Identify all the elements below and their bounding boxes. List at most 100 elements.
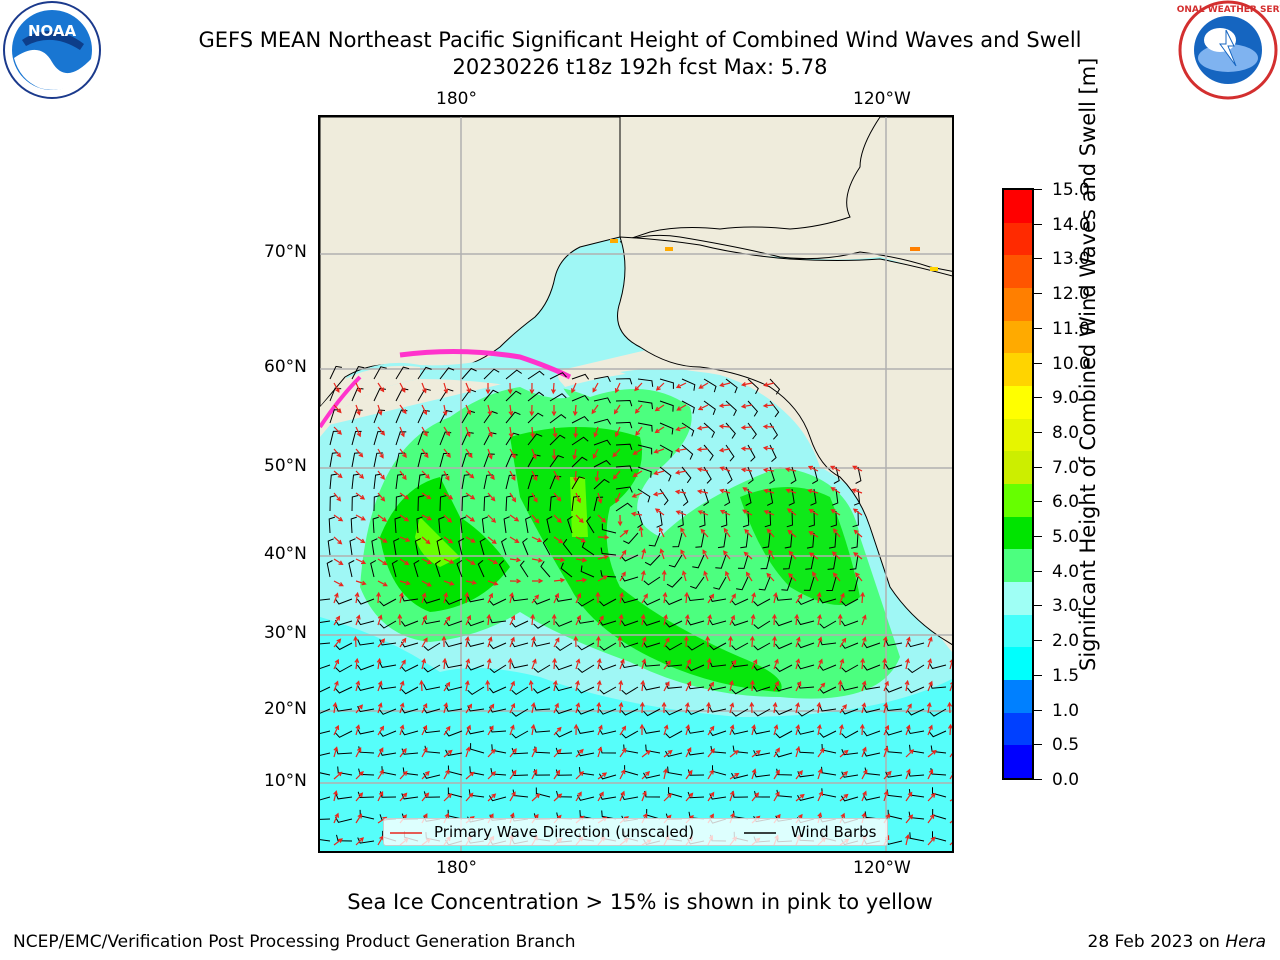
- wind-barb: [855, 466, 862, 484]
- wave-direction-arrow: [531, 768, 538, 780]
- wave-direction-arrow: [553, 748, 562, 758]
- wave-direction-arrow: [486, 613, 492, 626]
- wave-direction-arrow: [553, 470, 560, 481]
- wave-direction-arrow: [698, 382, 709, 389]
- wave-direction-arrow: [597, 575, 608, 582]
- wave-direction-arrow: [571, 382, 577, 394]
- wave-direction-arrow: [355, 382, 362, 394]
- wind-barb: [490, 768, 507, 776]
- wave-direction-arrow: [905, 814, 914, 824]
- wind-barb: [329, 365, 342, 380]
- wave-direction-arrow: [553, 769, 561, 780]
- wind-barb: [747, 466, 754, 484]
- wave-direction-arrow: [575, 658, 581, 670]
- wind-barb: [909, 832, 925, 842]
- wind-barb: [402, 767, 419, 776]
- wave-direction-layer: [332, 381, 952, 846]
- wave-direction-arrow: [705, 635, 711, 648]
- wave-direction-arrow: [949, 771, 952, 780]
- wind-barb: [394, 516, 401, 534]
- wind-barb: [637, 378, 654, 387]
- wave-direction-arrow: [773, 769, 780, 780]
- wave-direction-arrow: [595, 635, 601, 648]
- wind-barb: [483, 453, 495, 468]
- wind-barb: [549, 495, 558, 512]
- wind-barb: [776, 768, 793, 776]
- wave-direction-arrow: [861, 769, 868, 780]
- wave-direction-arrow: [487, 636, 493, 648]
- wave-direction-arrow: [685, 746, 692, 758]
- colorbar-tick-label: 13.0: [1052, 249, 1090, 270]
- wind-barb: [351, 495, 359, 512]
- wave-direction-arrow: [839, 749, 849, 758]
- wind-barb: [466, 664, 485, 671]
- wave-direction-arrow: [808, 531, 819, 538]
- wave-direction-arrow: [719, 488, 731, 494]
- wave-direction-arrow: [421, 404, 428, 416]
- wind-barb: [527, 391, 545, 402]
- wave-direction-arrow: [927, 724, 933, 736]
- wind-barb: [766, 488, 774, 506]
- wind-barb: [439, 410, 453, 424]
- wave-direction-arrow: [949, 841, 952, 846]
- wave-direction-arrow: [794, 613, 800, 626]
- wave-direction-arrow: [553, 514, 562, 524]
- wave-direction-arrow: [861, 680, 867, 692]
- wave-direction-arrow: [443, 592, 448, 604]
- wind-barb: [489, 664, 507, 674]
- wave-direction-arrow: [630, 511, 643, 517]
- wind-barb: [615, 443, 633, 451]
- wave-direction-arrow: [613, 404, 621, 415]
- wave-direction-arrow: [788, 573, 797, 582]
- wave-direction-arrow: [399, 492, 410, 500]
- wave-direction-arrow: [333, 658, 340, 670]
- wind-barb: [717, 532, 727, 549]
- wind-barb: [549, 372, 567, 380]
- wave-direction-arrow: [839, 592, 845, 604]
- wind-barb: [753, 708, 771, 717]
- wind-barb: [747, 378, 759, 395]
- wind-barb: [335, 705, 353, 712]
- wave-direction-arrow: [591, 404, 599, 415]
- wave-direction-arrow: [487, 558, 499, 565]
- wave-direction-arrow: [377, 558, 388, 566]
- wind-barb: [620, 642, 639, 648]
- wind-barb: [320, 664, 331, 670]
- wave-direction-arrow: [817, 790, 824, 802]
- wind-barb: [423, 664, 441, 673]
- wave-direction-arrow: [617, 514, 623, 527]
- wave-direction-arrow: [707, 681, 715, 692]
- wave-direction-arrow: [839, 704, 847, 714]
- wave-direction-arrow: [817, 768, 823, 780]
- wind-barb: [884, 663, 903, 670]
- wind-barb: [423, 684, 441, 691]
- wave-direction-arrow: [787, 529, 797, 538]
- wave-direction-arrow: [707, 725, 715, 736]
- wind-barb: [445, 598, 463, 605]
- wave-direction-arrow: [905, 703, 912, 714]
- wave-direction-arrow: [443, 514, 453, 523]
- wind-barb: [593, 496, 604, 512]
- wave-direction-arrow: [573, 635, 579, 648]
- wave-direction-arrow: [487, 536, 497, 544]
- wind-barb: [320, 752, 331, 756]
- wind-barb: [681, 444, 694, 460]
- wind-barb: [334, 598, 353, 605]
- wave-direction-arrow: [597, 554, 609, 560]
- wave-direction-arrow: [740, 446, 753, 452]
- wind-barb: [907, 708, 925, 716]
- wave-direction-arrow: [485, 383, 491, 395]
- wave-direction-arrow: [763, 488, 775, 494]
- wind-legend-line: [744, 832, 776, 834]
- wave-direction-arrow: [751, 592, 756, 604]
- wave-direction-arrow: [795, 658, 801, 670]
- wave-direction-arrow: [333, 592, 339, 604]
- wave-direction-arrow: [773, 791, 780, 802]
- wave-direction-arrow: [597, 534, 610, 540]
- wave-direction-arrow: [949, 799, 952, 802]
- wind-barb: [379, 598, 397, 607]
- wind-barb: [752, 686, 771, 692]
- colorbar-tick-mark: [1034, 362, 1042, 364]
- wind-barb: [841, 771, 859, 778]
- wind-barb: [681, 422, 695, 437]
